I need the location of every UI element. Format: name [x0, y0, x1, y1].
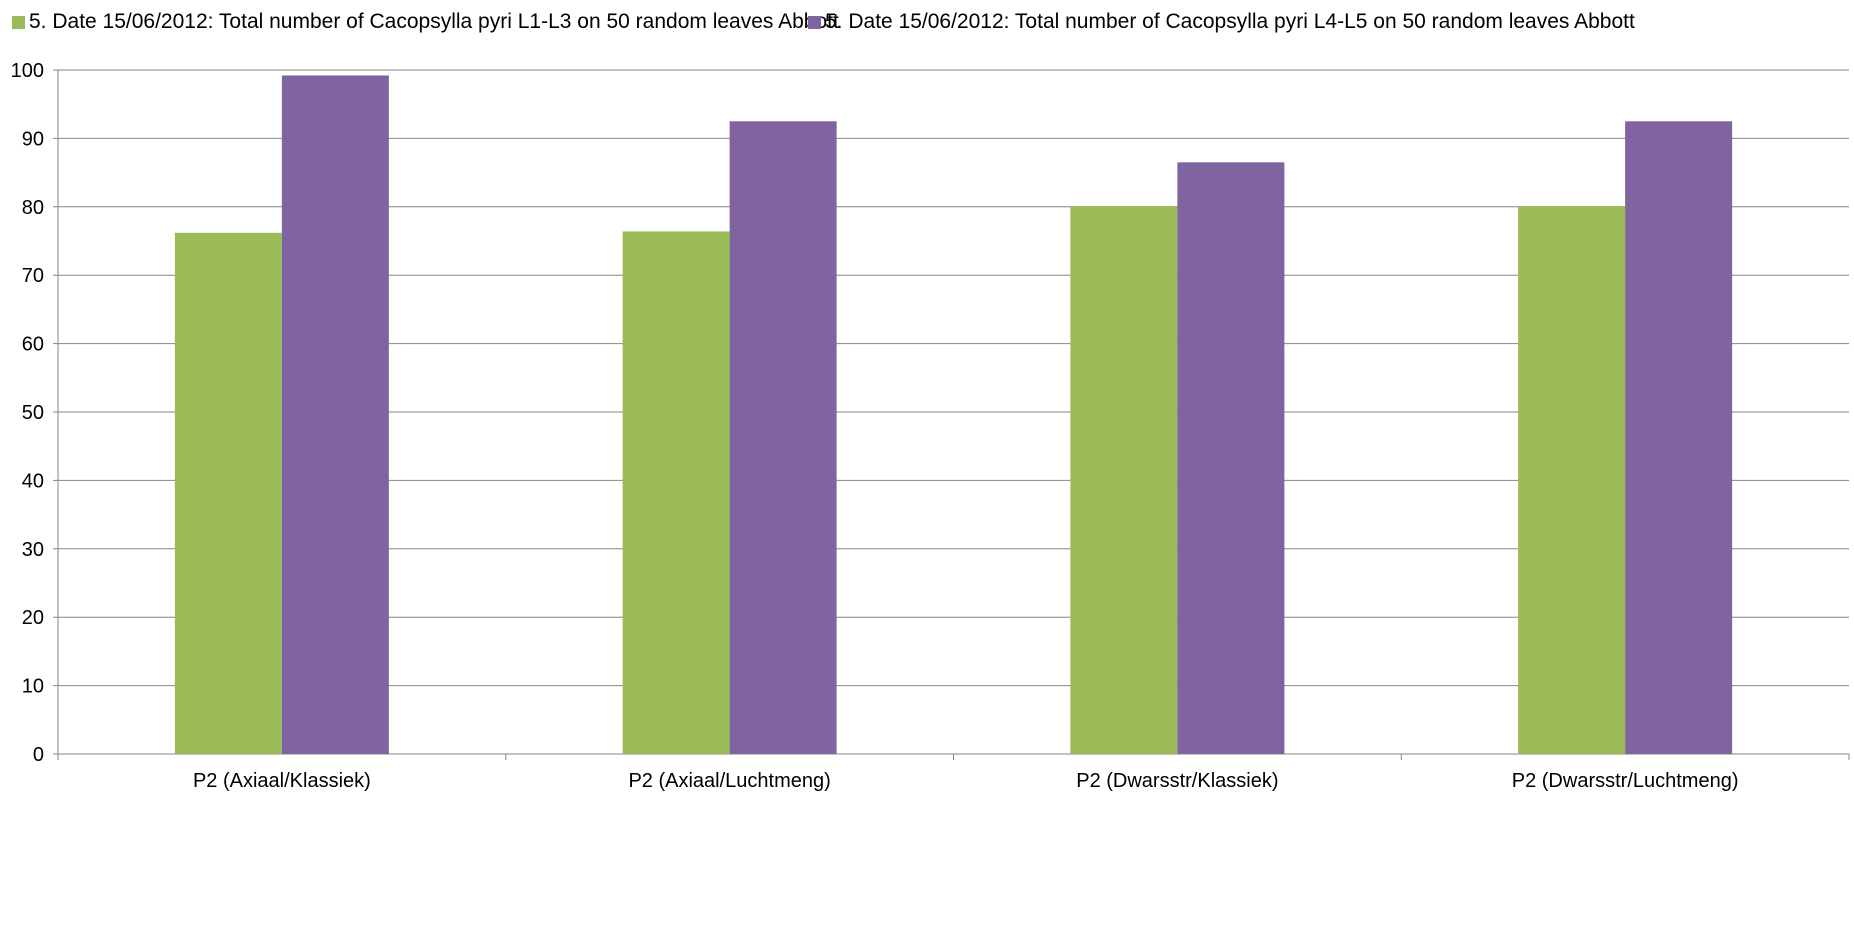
y-tick-label: 90	[22, 128, 44, 150]
x-tick-label: P2 (Axiaal/Luchtmeng)	[628, 770, 830, 792]
bar-series-1	[1070, 206, 1178, 755]
y-tick-label: 80	[22, 197, 44, 219]
legend-label-series-2: 5. Date 15/06/2012: Total number of Caco…	[825, 10, 1635, 33]
bar-series-2	[281, 75, 389, 755]
y-tick-label: 40	[22, 470, 44, 492]
bar-series-1	[174, 232, 282, 755]
y-tick-label: 70	[22, 265, 44, 287]
y-tick-label: 10	[22, 676, 44, 698]
legend-item-series-1: 5. Date 15/06/2012: Total number of Caco…	[12, 10, 839, 34]
bar-series-2	[729, 121, 837, 755]
y-tick-label: 60	[22, 334, 44, 356]
y-tick-label: 50	[22, 402, 44, 424]
bar-series-2	[1625, 121, 1733, 755]
legend-item-series-2: 5. Date 15/06/2012: Total number of Caco…	[808, 10, 1635, 34]
bar-series-1	[622, 231, 730, 754]
y-tick-label: 30	[22, 539, 44, 561]
legend: 5. Date 15/06/2012: Total number of Caco…	[0, 10, 1854, 40]
legend-swatch-series-1	[12, 15, 25, 29]
legend-swatch-series-2	[808, 15, 821, 29]
y-tick-label: 20	[22, 607, 44, 629]
legend-label-series-1: 5. Date 15/06/2012: Total number of Caco…	[29, 10, 839, 33]
bar-series-2	[1177, 162, 1285, 755]
x-tick-label: P2 (Dwarsstr/Klassiek)	[1076, 770, 1278, 792]
y-tick-label: 100	[11, 60, 44, 82]
y-tick-label: 0	[33, 744, 44, 766]
x-tick-label: P2 (Axiaal/Klassiek)	[193, 770, 371, 792]
x-tick-label: P2 (Dwarsstr/Luchtmeng)	[1512, 770, 1739, 792]
bar-series-1	[1518, 206, 1626, 755]
